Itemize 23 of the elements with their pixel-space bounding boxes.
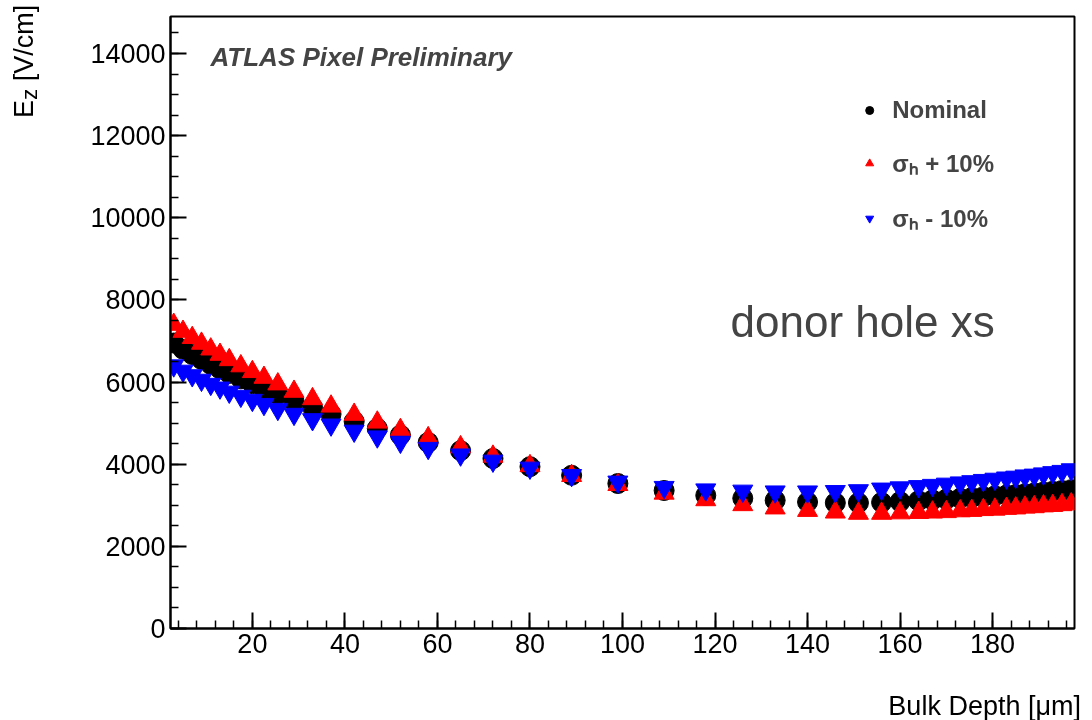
legend-label: σₕ + 10%: [892, 149, 994, 179]
legend-label: Nominal: [892, 96, 987, 124]
y-tick-label: 0: [150, 614, 166, 644]
y-tick-label: 6000: [105, 367, 166, 398]
y-tick-label: 8000: [105, 285, 166, 316]
legend-label: σₕ - 10%: [892, 204, 988, 234]
y-tick-label: 4000: [105, 449, 166, 480]
y-tick-label: 10000: [90, 203, 166, 234]
x-tick-label: 100: [599, 628, 646, 659]
annotation: ATLAS Pixel Preliminary: [209, 41, 514, 72]
x-tick-label: 120: [692, 628, 738, 659]
y-tick-label: 12000: [90, 121, 166, 152]
y-tick-label: 14000: [90, 38, 166, 69]
x-tick-label: 20: [237, 628, 268, 659]
x-axis-title: Bulk Depth [μm]: [888, 690, 1081, 720]
x-tick-label: 160: [877, 628, 923, 659]
y-tick-label: 2000: [105, 531, 166, 562]
x-tick-label: 180: [970, 628, 1016, 659]
annotation: donor hole xs: [730, 297, 995, 346]
x-tick-label: 80: [514, 628, 545, 659]
x-tick-label: 140: [785, 628, 831, 659]
x-tick-label: 40: [329, 628, 360, 659]
x-tick-label: 60: [422, 628, 453, 659]
